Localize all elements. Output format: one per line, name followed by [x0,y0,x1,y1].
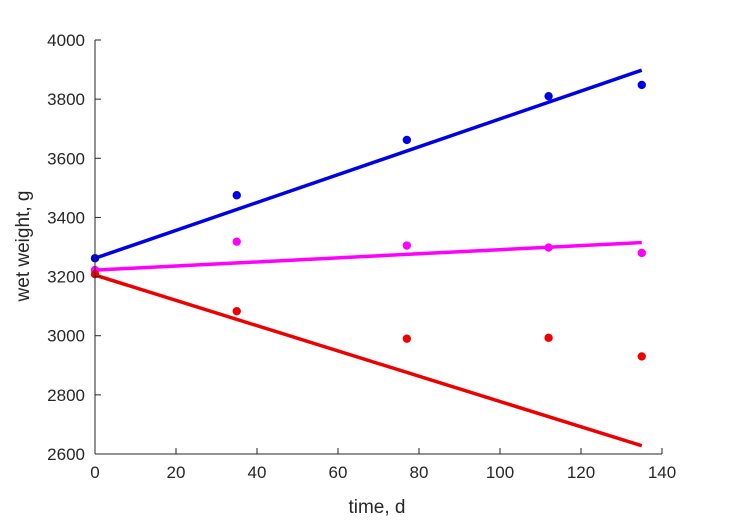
fit-lines [94,68,643,448]
data-point-series-2 [637,248,646,258]
data-markers [90,80,646,361]
x-axis-label: time, d [348,497,405,518]
y-tick-label: 2800 [47,386,85,405]
x-tick-label: 20 [167,463,186,482]
y-tick-label: 3400 [47,208,85,227]
fit-line-series-3 [94,273,643,448]
y-tick-label: 3800 [47,90,85,109]
x-tick-label: 100 [486,463,514,482]
y-tick-label: 3600 [47,149,85,168]
data-point-series-1 [402,135,412,145]
data-point-series-3 [544,333,553,342]
y-tick-label: 3200 [47,268,85,287]
axes [94,40,662,455]
y-axis-label: wet weight, g [13,191,34,303]
data-point-series-2 [402,241,412,250]
x-tick-label: 40 [248,463,267,482]
data-point-series-3 [637,352,646,361]
x-tick-label: 140 [648,463,676,482]
data-point-series-1 [544,91,553,101]
fit-line-series-1 [94,68,643,260]
x-tick-label: 120 [567,463,595,482]
x-tick-label: 60 [329,463,348,482]
y-tick-label: 3000 [47,327,85,346]
ticks: 0 20 40 60 80 100 120 140 2600 2800 3000 3200 3400 36… [47,31,676,482]
x-tick-label: 0 [90,463,99,482]
y-tick-label: 2600 [47,445,85,464]
fit-line-series-2 [94,240,642,272]
y-tick-label: 4000 [47,31,85,50]
data-point-series-3 [232,306,241,316]
data-point-series-1 [637,80,646,90]
data-point-series-3 [402,334,412,343]
x-tick-label: 80 [410,463,429,482]
data-point-series-2 [232,237,241,246]
data-point-series-2 [544,243,553,252]
data-point-series-1 [232,191,241,200]
